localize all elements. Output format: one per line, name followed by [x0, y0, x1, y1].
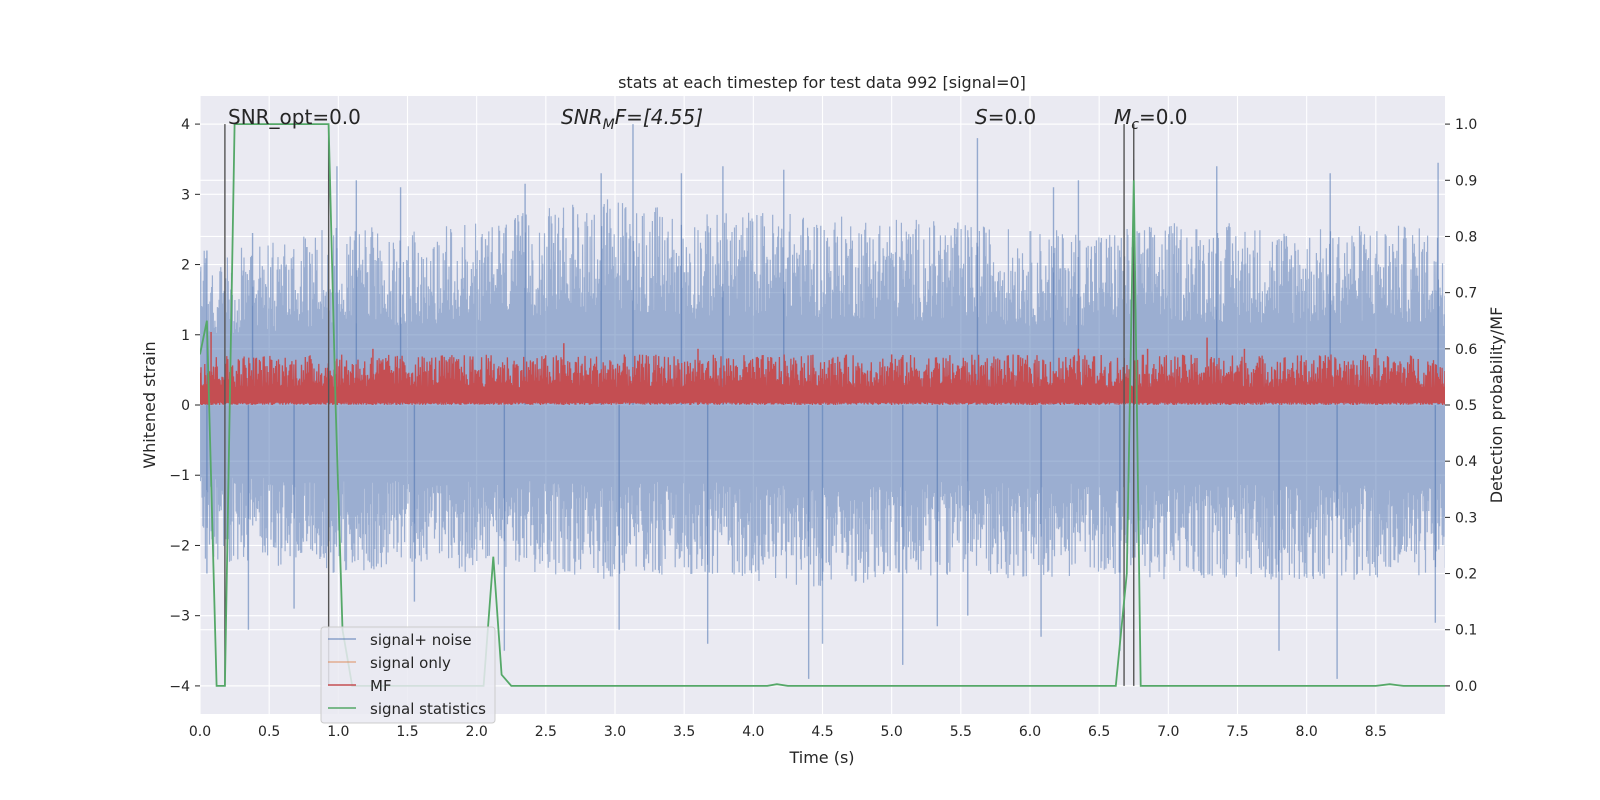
y-right-tick-label: 1.0	[1455, 117, 1477, 133]
mf-line	[200, 354, 1445, 406]
mc-value: =0.0	[1139, 105, 1188, 129]
y-right-tick-label: 0.9	[1455, 173, 1477, 189]
y-left-tick-label: 4	[181, 117, 190, 133]
signal-noise-series	[200, 124, 1445, 679]
y-left-tick-labels: 4 3 2 1 0 −1 −2 −3 −4	[169, 117, 200, 695]
mf-series	[200, 331, 1445, 406]
snr-mf-rest: F=[4.55]	[615, 105, 703, 129]
legend-label-mf: MF	[370, 677, 392, 695]
y-left-tick-label: 1	[181, 328, 190, 344]
y-left-tick-label: 3	[181, 187, 190, 203]
snr-mf-subscript: M	[603, 117, 615, 133]
y-axis-label-left: Whitened strain	[140, 341, 159, 468]
snr-opt-annotation: SNR_opt=0.0	[228, 105, 361, 129]
snr-mf-annotation: SNRMF=[4.55]	[561, 105, 703, 133]
y-right-tick-label: 0.7	[1455, 286, 1477, 302]
x-tick-label: 8.5	[1365, 724, 1387, 740]
y-right-tick-labels: 1.0 0.9 0.8 0.7 0.6 0.5 0.4 0.3 0.2 0.1 0.0	[1445, 117, 1477, 695]
x-tick-label: 1.0	[327, 724, 349, 740]
y-right-tick-label: 0.8	[1455, 229, 1477, 245]
x-tick-label: 2.0	[466, 724, 488, 740]
y-left-tick-label: 2	[181, 258, 190, 274]
x-tick-label: 4.0	[742, 724, 764, 740]
s-annotation: S=0.0	[975, 105, 1036, 129]
y-left-tick-label: 0	[181, 398, 190, 414]
x-tick-label: 6.5	[1088, 724, 1110, 740]
y-right-tick-label: 0.0	[1455, 679, 1477, 695]
y-right-tick-label: 0.3	[1455, 510, 1477, 526]
y-right-tick-label: 0.6	[1455, 342, 1477, 358]
y-left-tick-label: −3	[169, 609, 190, 625]
s-variable: S	[975, 105, 988, 129]
x-tick-labels: 0.0 0.5 1.0 1.5 2.0 2.5 3.0 3.5 4.0 4.5 5.0 5.5 6.0 6…	[189, 724, 1387, 740]
signal-statistics-series	[200, 123, 1445, 687]
legend-label-signal-statistics: signal statistics	[370, 700, 486, 718]
mc-variable: M	[1114, 105, 1131, 129]
x-tick-label: 4.5	[811, 724, 833, 740]
y-right-tick-label: 0.1	[1455, 623, 1477, 639]
x-tick-label: 1.5	[396, 724, 418, 740]
y-right-tick-label: 0.4	[1455, 454, 1477, 470]
y-right-tick-label: 0.5	[1455, 398, 1477, 414]
s-value: =0.0	[988, 105, 1037, 129]
x-tick-label: 3.0	[604, 724, 626, 740]
mc-subscript: c	[1131, 117, 1139, 133]
signal-statistics-line	[200, 123, 1445, 687]
x-tick-label: 7.0	[1157, 724, 1179, 740]
x-tick-label: 7.5	[1226, 724, 1248, 740]
legend: signal+ noise signal only MF signal stat…	[320, 626, 496, 724]
x-tick-label: 6.0	[1019, 724, 1041, 740]
y-right-tick-label: 0.2	[1455, 567, 1477, 583]
x-tick-label: 2.5	[535, 724, 557, 740]
legend-label-signal-noise: signal+ noise	[370, 631, 472, 649]
legend-label-signal-only: signal only	[370, 654, 451, 672]
x-tick-label: 5.5	[950, 724, 972, 740]
x-tick-label: 0.5	[258, 724, 280, 740]
legend-box	[320, 626, 496, 724]
y-axis-label-right: Detection probability/MF	[1487, 307, 1506, 504]
snr-mf-prefix: SNR	[561, 105, 603, 129]
mc-annotation: Mc=0.0	[1114, 105, 1188, 133]
x-tick-label: 8.0	[1296, 724, 1318, 740]
y-left-tick-label: −1	[169, 468, 190, 484]
y-left-tick-label: −2	[169, 538, 190, 554]
x-axis-label: Time (s)	[788, 748, 854, 767]
y-left-tick-label: −4	[169, 679, 190, 695]
x-tick-label: 5.0	[881, 724, 903, 740]
x-tick-label: 3.5	[673, 724, 695, 740]
chart-title: stats at each timestep for test data 992…	[618, 73, 1026, 92]
x-tick-label: 0.0	[189, 724, 211, 740]
